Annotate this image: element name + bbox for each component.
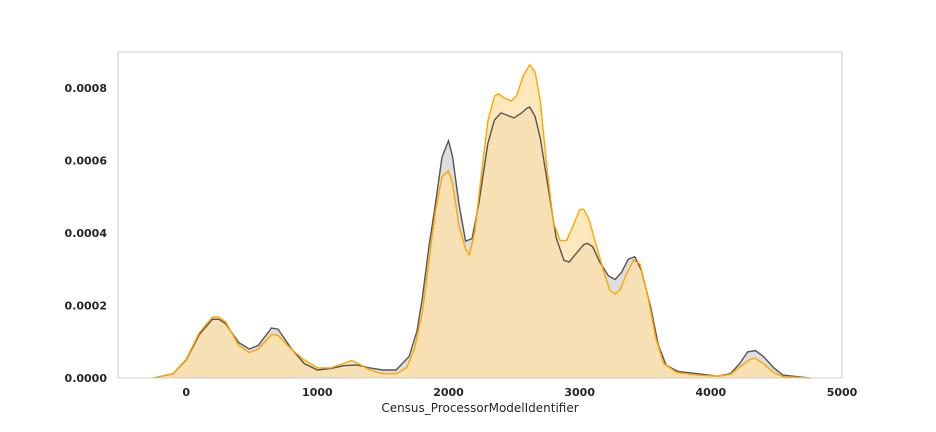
x-tick-label: 3000	[564, 386, 595, 399]
y-tick-label: 0.0002	[65, 300, 107, 313]
x-axis-label: Census_ProcessorModelIdentifier	[381, 401, 578, 415]
y-tick-label: 0.0004	[65, 227, 108, 240]
x-tick-label: 0	[182, 386, 190, 399]
y-tick-label: 0.0000	[65, 372, 108, 385]
x-tick-label: 1000	[302, 386, 333, 399]
y-tick-label: 0.0006	[65, 155, 108, 168]
x-tick-label: 2000	[433, 386, 464, 399]
plot-frame	[117, 51, 843, 379]
series-2-area	[153, 64, 810, 378]
x-tick-label: 5000	[827, 386, 858, 399]
y-axis-ticks: 0.0000 0.0002 0.0004 0.0006 0.0008	[65, 82, 108, 385]
y-tick-label: 0.0008	[65, 82, 107, 95]
x-axis-ticks: 0 1000 2000 3000 4000 5000	[182, 386, 857, 399]
series-2-line	[153, 63, 810, 379]
series-layer	[153, 63, 810, 379]
x-tick-label: 4000	[696, 386, 727, 399]
